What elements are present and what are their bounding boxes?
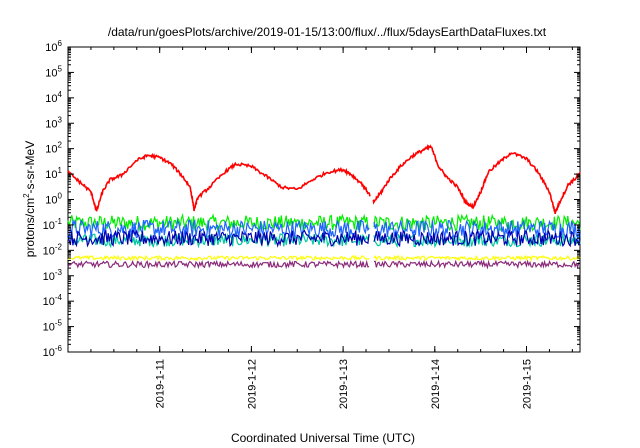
y-tick-label: 10-6 xyxy=(43,344,63,359)
tick-layer: 10-610-510-410-310-210-11001011021031041… xyxy=(43,39,580,409)
y-tick-base: 10 xyxy=(43,322,55,334)
series-line-0000b0-segment-0 xyxy=(67,228,370,248)
y-label-superscript: 2 xyxy=(22,193,31,198)
y-tick-base: 10 xyxy=(43,271,55,283)
series-line-ffff00-segment-1 xyxy=(373,254,581,262)
y-label-suffix: -s-sr-MeV xyxy=(23,141,37,194)
y-tick-exponent: 4 xyxy=(58,90,63,99)
y-tick-base: 10 xyxy=(43,245,55,257)
chart-title: /data/run/goesPlots/archive/2019-01-15/1… xyxy=(108,25,547,39)
y-label-prefix: protons/cm xyxy=(23,198,37,257)
x-tick-label: 2019-1-11 xyxy=(155,359,167,408)
y-tick-base: 10 xyxy=(45,144,57,156)
x-tick-label: 2019-1-14 xyxy=(430,359,442,409)
x-tick-label: 2019-1-13 xyxy=(338,359,350,409)
y-tick-exponent: -4 xyxy=(55,293,63,302)
x-tick-label: 2019-1-12 xyxy=(246,359,258,409)
y-tick-exponent: 5 xyxy=(58,64,63,73)
y-tick-label: 10-5 xyxy=(43,319,63,334)
y-tick-label: 102 xyxy=(45,141,62,156)
y-axis-label: protons/cm2-s-sr-MeV xyxy=(22,141,37,257)
y-tick-base: 10 xyxy=(43,220,55,232)
y-tick-base: 10 xyxy=(45,42,57,54)
series-line-1e64ff-segment-0 xyxy=(67,218,370,240)
y-tick-label: 101 xyxy=(45,166,62,181)
y-tick-label: 10-1 xyxy=(43,217,63,232)
y-tick-exponent: 3 xyxy=(58,115,63,124)
y-tick-base: 10 xyxy=(45,195,57,207)
x-tick-label: 2019-1-15 xyxy=(522,359,534,409)
y-tick-label: 10-2 xyxy=(43,242,63,257)
y-tick-exponent: -6 xyxy=(55,344,63,353)
y-tick-exponent: -3 xyxy=(55,268,63,277)
y-tick-exponent: 0 xyxy=(58,192,63,201)
y-tick-exponent: -1 xyxy=(55,217,63,226)
y-tick-label: 103 xyxy=(45,115,62,130)
series-line-0000b0-segment-1 xyxy=(373,228,581,248)
y-tick-base: 10 xyxy=(45,93,57,105)
series-line-ffff00-segment-0 xyxy=(67,254,370,262)
y-tick-base: 10 xyxy=(45,169,57,181)
y-tick-label: 106 xyxy=(45,39,62,54)
y-tick-base: 10 xyxy=(43,296,55,308)
series-line-8b2a7a-segment-1 xyxy=(373,259,581,270)
series-layer xyxy=(67,143,581,270)
series-line-ff0000-segment-1 xyxy=(372,143,581,215)
series-line-8b2a7a-segment-0 xyxy=(67,259,370,270)
y-tick-label: 10-3 xyxy=(43,268,63,283)
y-tick-exponent: -2 xyxy=(55,242,63,251)
series-line-1e64ff-segment-1 xyxy=(373,218,581,240)
y-tick-base: 10 xyxy=(45,118,57,130)
x-axis-label: Coordinated Universal Time (UTC) xyxy=(231,431,415,445)
y-tick-label: 105 xyxy=(45,64,62,79)
y-tick-label: 10-4 xyxy=(43,293,63,308)
y-tick-exponent: 2 xyxy=(58,141,63,150)
y-tick-exponent: -5 xyxy=(55,319,63,328)
series-line-00c8a0-segment-0 xyxy=(67,232,370,249)
y-tick-base: 10 xyxy=(45,67,57,79)
y-tick-label: 100 xyxy=(45,192,62,207)
y-tick-exponent: 6 xyxy=(58,39,63,48)
plot-frame xyxy=(67,46,581,353)
y-tick-exponent: 1 xyxy=(58,166,63,175)
y-tick-label: 104 xyxy=(45,90,62,105)
y-tick-base: 10 xyxy=(43,347,55,359)
series-line-ff0000-segment-0 xyxy=(67,152,371,212)
